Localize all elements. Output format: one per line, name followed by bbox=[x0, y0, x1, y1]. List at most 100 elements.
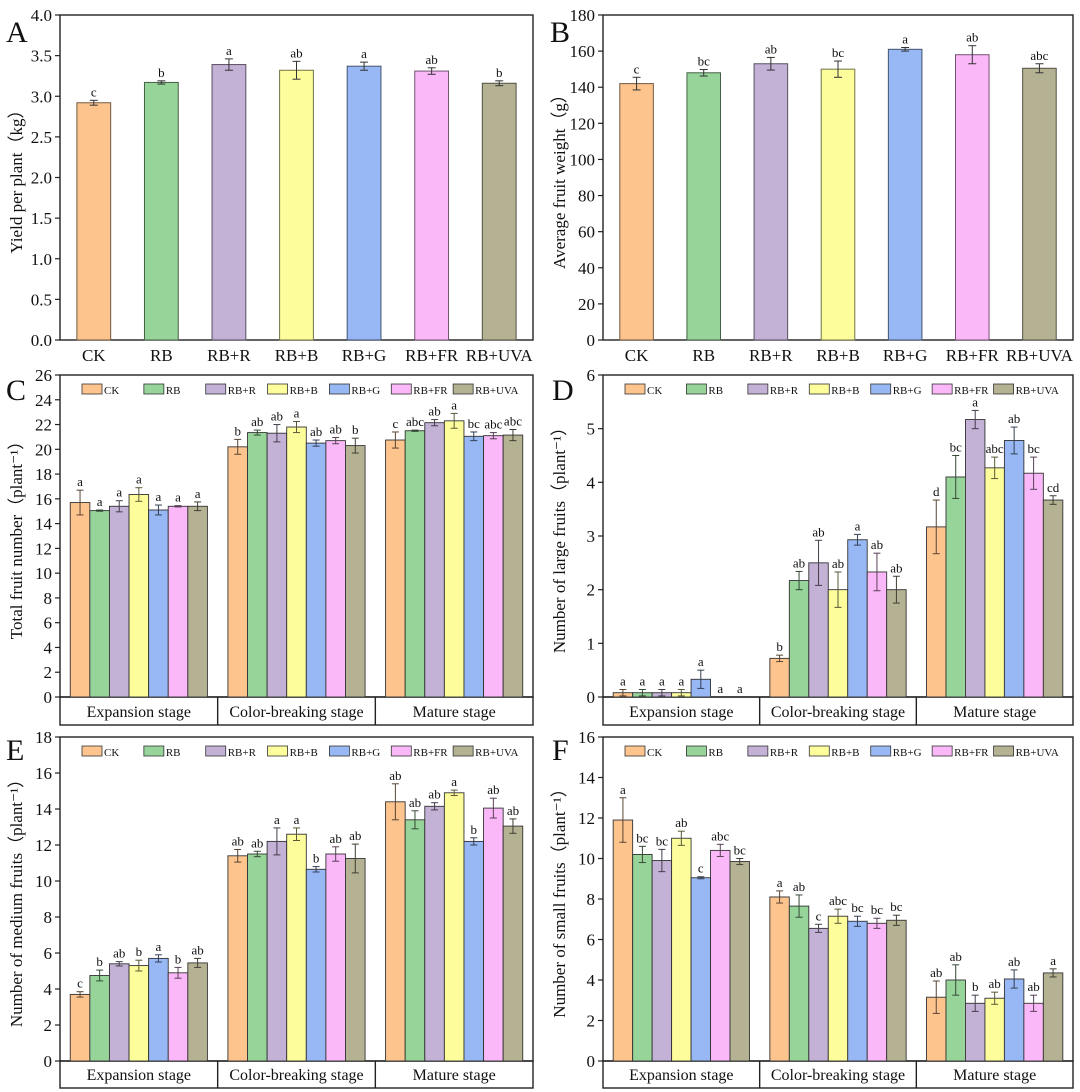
x-category-label: Color-breaking stage bbox=[771, 1067, 905, 1084]
y-tick-label: 0 bbox=[587, 1052, 596, 1071]
significance-letter: ab bbox=[966, 30, 978, 45]
legend-swatch bbox=[931, 383, 953, 395]
significance-letter: ab bbox=[113, 946, 125, 961]
significance-letter: ab bbox=[675, 815, 687, 830]
y-tick-label: 0 bbox=[587, 688, 596, 707]
bar bbox=[128, 494, 150, 698]
legend-label: CK bbox=[104, 385, 119, 397]
legend-swatch bbox=[686, 383, 707, 395]
y-tick-label: 18 bbox=[35, 728, 52, 747]
bar bbox=[266, 432, 288, 698]
y-tick-label: 20 bbox=[35, 440, 52, 459]
panel-label: F bbox=[552, 734, 569, 767]
significance-letter: a bbox=[451, 397, 457, 412]
legend-swatch bbox=[747, 383, 769, 395]
bar bbox=[1042, 972, 1064, 1062]
legend-label: RB+R bbox=[228, 747, 257, 759]
legend-swatch bbox=[81, 745, 103, 757]
x-category-label: Color-breaking stage bbox=[229, 704, 363, 721]
y-tick-label: 10 bbox=[578, 850, 595, 869]
y-tick-label: 16 bbox=[35, 490, 52, 509]
y-tick-label: 18 bbox=[35, 465, 52, 484]
bar bbox=[945, 476, 966, 698]
significance-letter: a bbox=[620, 673, 626, 688]
x-category-label: Expansion stage bbox=[87, 1067, 191, 1084]
significance-letter: a bbox=[659, 673, 665, 688]
significance-letter: a bbox=[195, 486, 201, 501]
y-tick-label: 5 bbox=[587, 420, 596, 439]
y-tick-label: 8 bbox=[44, 908, 53, 927]
chart-panel-b: B 0 20 40 60 80 100 120 140 160 180 Average fruit w… bbox=[550, 6, 1074, 365]
bar bbox=[866, 922, 888, 1062]
y-tick-label: 2 bbox=[587, 1012, 596, 1031]
bar bbox=[443, 420, 465, 698]
y-tick-label: 2.5 bbox=[31, 128, 52, 147]
significance-letter: b bbox=[175, 951, 182, 966]
y-tick-label: 60 bbox=[578, 223, 595, 242]
significance-letter: ab bbox=[271, 409, 283, 424]
bar bbox=[965, 1002, 986, 1062]
significance-letter: ab bbox=[1008, 411, 1020, 426]
legend-label: RB+UVA bbox=[475, 385, 518, 397]
bar bbox=[632, 854, 653, 1062]
significance-letter: bc bbox=[468, 416, 481, 431]
y-tick-label: 2 bbox=[587, 581, 596, 600]
bar bbox=[1003, 978, 1025, 1062]
significance-letter: a bbox=[294, 812, 300, 827]
significance-letter: c bbox=[392, 416, 398, 431]
bar bbox=[481, 82, 517, 341]
y-axis-label: Number of medium fruits（plant⁻¹） bbox=[7, 771, 26, 1027]
y-axis-label: Yield per plant（kg） bbox=[7, 101, 26, 253]
y-tick-label: 0 bbox=[587, 331, 596, 350]
bar bbox=[788, 580, 810, 698]
y-tick-label: 8 bbox=[587, 890, 596, 909]
bar bbox=[955, 54, 990, 341]
y-tick-label: 1.5 bbox=[31, 209, 52, 228]
y-axis-label: Total fruit number（plant⁻¹） bbox=[7, 433, 26, 639]
y-tick-label: 2 bbox=[44, 1016, 53, 1035]
legend-swatch bbox=[931, 745, 953, 757]
bar bbox=[108, 963, 130, 1062]
legend-swatch bbox=[870, 383, 892, 395]
legend-swatch bbox=[808, 745, 830, 757]
x-tick-label: RB+UVA bbox=[1006, 346, 1074, 365]
significance-letter: abc bbox=[711, 828, 729, 843]
x-tick-label: RB+B bbox=[816, 346, 860, 365]
bar bbox=[1042, 499, 1064, 698]
bar bbox=[847, 539, 868, 698]
x-tick-label: RB bbox=[692, 346, 715, 365]
significance-letter: a bbox=[451, 774, 457, 789]
significance-letter: a bbox=[855, 518, 861, 533]
bar bbox=[279, 69, 314, 341]
y-tick-label: 0.5 bbox=[31, 290, 52, 309]
significance-letter: a bbox=[361, 46, 367, 61]
bar bbox=[227, 446, 248, 698]
bar bbox=[886, 589, 907, 698]
bar bbox=[984, 467, 1005, 698]
bar bbox=[305, 868, 327, 1062]
bar bbox=[443, 792, 465, 1062]
bar bbox=[483, 807, 504, 1062]
significance-letter: ab bbox=[950, 949, 962, 964]
bar bbox=[247, 432, 268, 698]
legend-swatch bbox=[870, 745, 892, 757]
bar bbox=[424, 422, 445, 698]
bar bbox=[788, 905, 810, 1062]
significance-letter: bc bbox=[656, 833, 669, 848]
bar bbox=[76, 102, 112, 341]
legend-label: RB bbox=[166, 385, 181, 397]
bar bbox=[143, 81, 179, 341]
significance-letter: ab bbox=[428, 404, 440, 419]
significance-letter: b bbox=[972, 979, 979, 994]
bar bbox=[305, 442, 327, 698]
bar bbox=[612, 819, 634, 1062]
legend-label: RB+UVA bbox=[475, 747, 518, 759]
legend-label: RB+FR bbox=[413, 747, 448, 759]
legend-swatch bbox=[81, 383, 103, 395]
bar bbox=[266, 840, 288, 1062]
y-tick-label: 0 bbox=[44, 688, 53, 707]
significance-letter: a bbox=[294, 405, 300, 420]
significance-letter: c bbox=[77, 976, 83, 991]
y-tick-label: 3 bbox=[587, 527, 596, 546]
